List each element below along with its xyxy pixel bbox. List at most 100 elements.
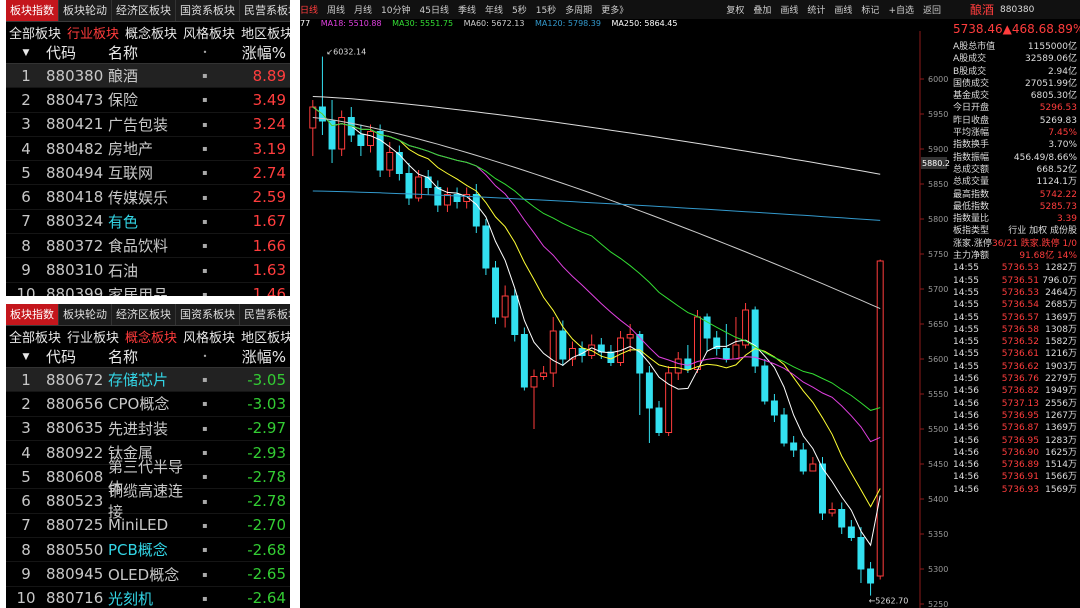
stat-row: 指数换手 3.70% (950, 139, 1080, 151)
stat-row: 基金成交 6805.30亿 (950, 90, 1080, 102)
subtab-all[interactable]: 全部板块 (9, 26, 62, 42)
table-row[interactable]: 10 880716 光刻机 ▪ -2.64 (6, 587, 290, 608)
row-index: 6 (21, 188, 31, 207)
tab-board-rotation[interactable]: 板块轮动 (59, 0, 112, 21)
table-row[interactable]: 2 880473 保险 ▪ 3.49 (6, 88, 290, 113)
table-row[interactable]: 8 880550 PCB概念 ▪ -2.68 (6, 538, 290, 563)
period-more[interactable]: 更多》 (601, 6, 629, 16)
tab-board-rotation[interactable]: 板块轮动 (59, 304, 112, 325)
period-10min[interactable]: 10分钟 (381, 6, 411, 16)
action-restore[interactable]: 复权 (726, 6, 745, 16)
header-name[interactable]: 名称 (108, 44, 139, 62)
sort-arrow-icon[interactable]: ▼ (22, 47, 30, 58)
trade-row: 14:55 5736.53 1282万 (950, 262, 1080, 274)
subtab-style[interactable]: 风格板块 (183, 26, 236, 42)
header-change[interactable]: 涨幅% (241, 348, 286, 366)
header-code[interactable]: 代码 (46, 44, 77, 62)
candle-body (386, 152, 394, 171)
tab-state-owned[interactable]: 国资系板块 (176, 304, 240, 325)
header-code[interactable]: 代码 (46, 348, 77, 366)
tab-board-index[interactable]: 板块指数 (6, 304, 59, 325)
row-index: 1 (21, 66, 31, 85)
table-row[interactable]: 5 880608 第三代半导体 ▪ -2.78 (6, 458, 290, 497)
period-45day[interactable]: 45日线 (419, 6, 449, 16)
action-mark[interactable]: 标记 (861, 6, 880, 16)
stat-value: 5285.73 (1039, 201, 1077, 212)
trade-volume: 2556万 (1045, 398, 1077, 409)
row-name: MiniLED (108, 516, 169, 535)
table-row[interactable]: 7 880324 有色 ▪ 1.67 (6, 210, 290, 235)
trade-volume: 1216万 (1045, 349, 1077, 360)
subtab-industry[interactable]: 行业板块 (67, 26, 120, 42)
candle-body (722, 348, 730, 360)
board-list: 1 880672 存储芯片 ▪ -3.05 2 880656 CPO概念 ▪ -3.03 3 8806… (6, 368, 290, 608)
table-row[interactable]: 5 880494 互联网 ▪ 2.74 (6, 161, 290, 186)
table-row[interactable]: 6 880418 传媒娱乐 ▪ 2.59 (6, 185, 290, 210)
trade-price: 5736.58 (1001, 324, 1039, 335)
row-change: 8.89 (252, 66, 286, 85)
subtab-region[interactable]: 地区板块 (241, 330, 290, 346)
subtab-industry[interactable]: 行业板块 (67, 330, 120, 346)
table-row[interactable]: 9 880945 OLED概念 ▪ -2.65 (6, 562, 290, 587)
table-row[interactable]: 6 880523 铜缆高速连接 ▪ -2.78 (6, 482, 290, 521)
period-15s[interactable]: 15秒 (535, 6, 557, 16)
row-change: 1.63 (252, 261, 286, 280)
period-year[interactable]: 年线 (484, 6, 503, 16)
action-add-watchlist[interactable]: +自选 (888, 6, 914, 16)
header-name[interactable]: 名称 (108, 348, 139, 366)
trade-volume: 1949万 (1045, 386, 1077, 397)
period-weekly[interactable]: 周线 (327, 6, 346, 16)
trade-time: 14:55 (953, 312, 979, 323)
period-quarter[interactable]: 季线 (457, 6, 476, 16)
table-row[interactable]: 4 880482 房地产 ▪ 3.19 (6, 137, 290, 162)
trade-row: 14:55 5736.51 796.0万 (950, 275, 1080, 287)
price-marker-bg (921, 157, 947, 169)
trade-price: 5736.57 (1001, 312, 1039, 323)
table-row[interactable]: 1 880672 存储芯片 ▪ -3.05 (6, 368, 290, 393)
action-overlay[interactable]: 叠加 (753, 6, 772, 16)
table-row[interactable]: 3 880421 广告包装 ▪ 3.24 (6, 113, 290, 137)
dot-icon: ▪ (202, 119, 208, 129)
action-back[interactable]: 返回 (922, 6, 941, 16)
tab-private[interactable]: 民营系板块 (240, 0, 290, 21)
trade-row: 14:56 5736.90 1625万 (950, 447, 1080, 459)
action-stats[interactable]: 统计 (807, 6, 826, 16)
subtab-all[interactable]: 全部板块 (9, 330, 62, 346)
candlestick-chart[interactable]: 6000 5950 5900 5850 5800 5750 5700 5650 5600 5550… (300, 31, 950, 608)
sort-arrow-icon[interactable]: ▼ (22, 351, 30, 362)
stat-label: 涨家.涨停 (953, 238, 992, 249)
table-row[interactable]: 7 880725 MiniLED ▪ -2.70 (6, 514, 290, 539)
period-daily[interactable]: 日线 (300, 6, 319, 16)
tab-board-index[interactable]: 板块指数 (6, 0, 59, 21)
table-row[interactable]: 8 880372 食品饮料 ▪ 1.66 (6, 234, 290, 259)
table-row[interactable]: 2 880656 CPO概念 ▪ -3.03 (6, 392, 290, 417)
tab-private[interactable]: 民营系板块 (240, 304, 290, 325)
trade-volume: 1582万 (1045, 337, 1077, 348)
stat-label: 指数量比 (953, 214, 990, 225)
table-row[interactable]: 10 880399 家居用品 ▪ 1.46 (6, 283, 290, 296)
table-row[interactable]: 3 880635 先进封装 ▪ -2.97 (6, 417, 290, 441)
action-draw[interactable]: 画线 (780, 6, 799, 16)
trade-volume: 2279万 (1045, 374, 1077, 385)
tab-economic-zone[interactable]: 经济区板块 (112, 304, 176, 325)
action-draw2[interactable]: 画线 (834, 6, 853, 16)
subtab-style[interactable]: 风格板块 (183, 330, 236, 346)
table-row[interactable]: 9 880310 石油 ▪ 1.63 (6, 258, 290, 283)
table-row[interactable]: 1 880380 酿酒 ▪ 8.89 (6, 64, 290, 89)
subtab-concept[interactable]: 概念板块 (125, 330, 178, 346)
trade-price: 5736.76 (1001, 374, 1039, 385)
period-multi[interactable]: 多周期 (565, 6, 593, 16)
row-index: 8 (21, 540, 31, 559)
candle-body (549, 330, 557, 374)
period-5s[interactable]: 5秒 (511, 6, 527, 16)
subtab-concept[interactable]: 概念板块 (125, 26, 178, 42)
subtab-region[interactable]: 地区板块 (241, 26, 290, 42)
period-monthly[interactable]: 月线 (354, 6, 373, 16)
tab-state-owned[interactable]: 国资系板块 (176, 0, 240, 21)
candle-body (424, 176, 432, 188)
tab-economic-zone[interactable]: 经济区板块 (112, 0, 176, 21)
stat-row: 最低指数 5285.73 (950, 201, 1080, 213)
table-row[interactable]: 4 880922 钛金属 ▪ -2.93 (6, 441, 290, 466)
header-change[interactable]: 涨幅% (241, 44, 286, 62)
row-change: 3.49 (252, 90, 286, 109)
